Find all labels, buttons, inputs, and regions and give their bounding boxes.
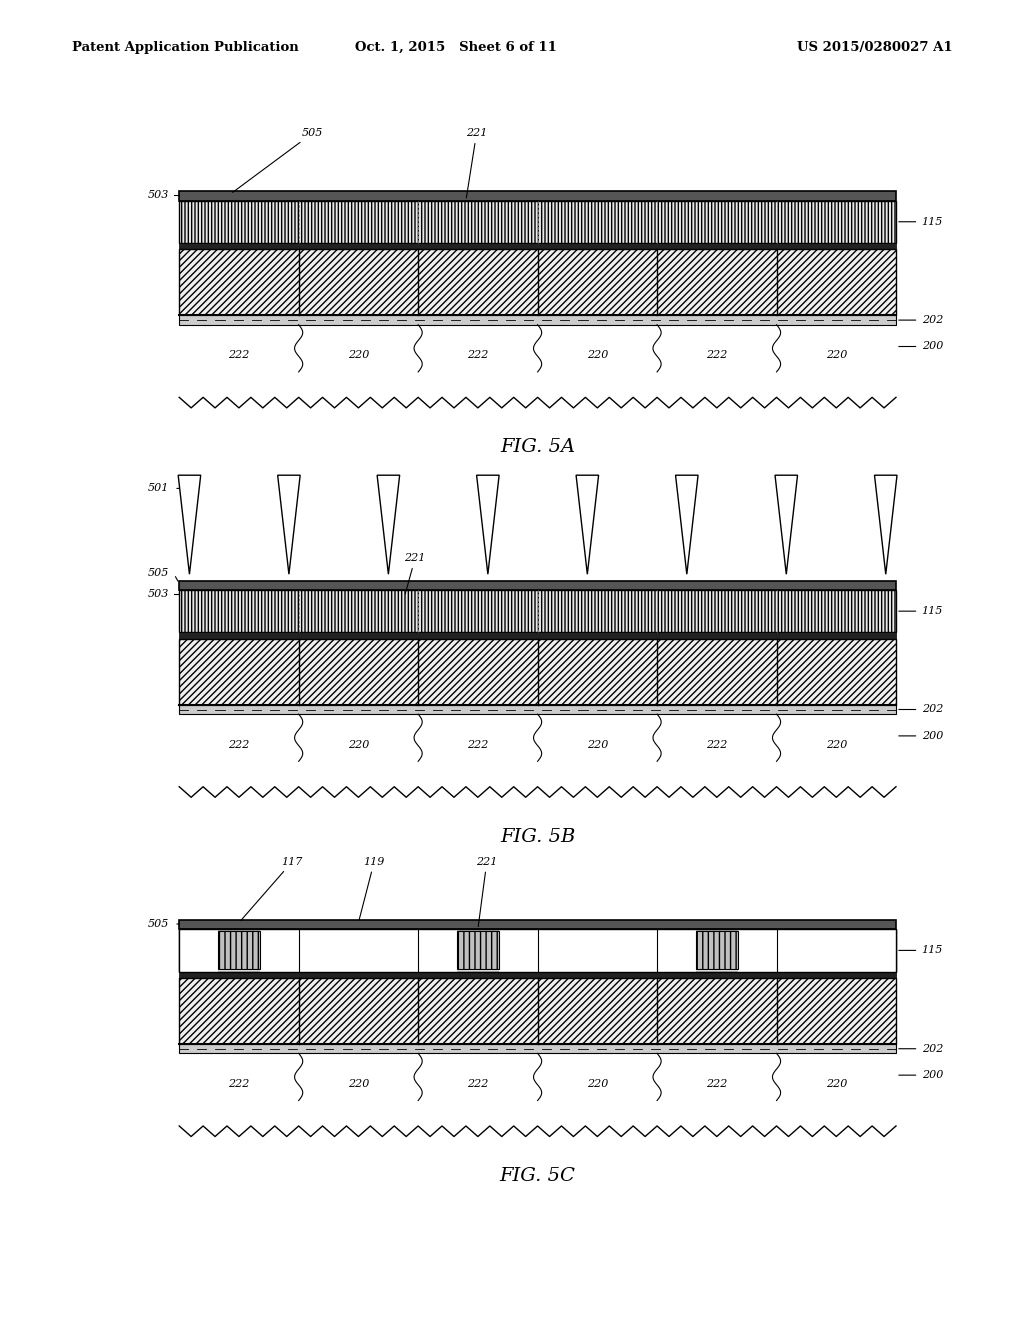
Text: 202: 202 — [922, 1044, 943, 1053]
Polygon shape — [377, 475, 399, 574]
Text: 200: 200 — [922, 1071, 943, 1080]
Text: 221: 221 — [476, 857, 498, 927]
Polygon shape — [178, 475, 201, 574]
Text: 221: 221 — [466, 128, 487, 198]
Text: 200: 200 — [922, 342, 943, 351]
Bar — [179, 581, 896, 590]
Bar — [418, 929, 457, 972]
Bar — [218, 932, 260, 969]
Bar — [179, 639, 896, 705]
Text: 222: 222 — [228, 739, 250, 750]
Text: 115: 115 — [922, 606, 943, 616]
Text: 220: 220 — [348, 350, 369, 360]
Text: US 2015/0280027 A1: US 2015/0280027 A1 — [797, 41, 952, 54]
Text: 222: 222 — [467, 739, 488, 750]
Text: 220: 220 — [825, 350, 847, 360]
Bar — [538, 929, 657, 972]
Polygon shape — [577, 475, 599, 574]
Bar — [457, 932, 499, 969]
Text: 202: 202 — [922, 705, 943, 714]
Text: Oct. 1, 2015   Sheet 6 of 11: Oct. 1, 2015 Sheet 6 of 11 — [354, 41, 557, 54]
Bar — [179, 201, 896, 243]
Bar — [179, 315, 896, 325]
Polygon shape — [676, 475, 698, 574]
Bar — [179, 972, 896, 978]
Text: 222: 222 — [707, 1078, 727, 1089]
Text: 222: 222 — [228, 350, 250, 360]
Text: 222: 222 — [228, 1078, 250, 1089]
Text: 200: 200 — [922, 731, 943, 741]
Bar — [696, 932, 737, 969]
Text: FIG. 5B: FIG. 5B — [500, 828, 575, 846]
Polygon shape — [775, 475, 798, 574]
Text: 220: 220 — [348, 739, 369, 750]
Bar — [179, 929, 218, 972]
Text: 220: 220 — [348, 1078, 369, 1089]
Text: 222: 222 — [467, 350, 488, 360]
Polygon shape — [874, 475, 897, 574]
Bar — [179, 1044, 896, 1053]
Bar — [179, 978, 896, 1044]
Bar — [260, 929, 299, 972]
Bar — [657, 929, 696, 972]
Text: 222: 222 — [707, 350, 727, 360]
Text: 501: 501 — [147, 483, 169, 494]
Bar — [179, 249, 896, 315]
Bar — [179, 705, 896, 714]
Text: FIG. 5C: FIG. 5C — [500, 1167, 575, 1185]
Text: 503: 503 — [147, 589, 169, 599]
Text: 115: 115 — [922, 945, 943, 956]
Text: FIG. 5A: FIG. 5A — [500, 438, 575, 457]
Text: 221: 221 — [404, 553, 426, 594]
Text: 222: 222 — [707, 739, 727, 750]
Bar — [299, 929, 418, 972]
Text: 503: 503 — [147, 190, 169, 201]
Bar — [179, 929, 896, 972]
Text: 220: 220 — [587, 739, 608, 750]
Bar — [179, 929, 896, 972]
Bar — [179, 920, 896, 929]
Bar — [179, 632, 896, 639]
Text: 220: 220 — [825, 1078, 847, 1089]
Text: 220: 220 — [587, 1078, 608, 1089]
Text: 202: 202 — [922, 315, 943, 325]
Bar — [179, 191, 896, 201]
Bar — [179, 243, 896, 249]
Bar — [776, 929, 896, 972]
Text: 119: 119 — [359, 857, 385, 920]
Bar — [737, 929, 776, 972]
Text: 222: 222 — [467, 1078, 488, 1089]
Text: 220: 220 — [825, 739, 847, 750]
Text: 505: 505 — [147, 919, 169, 929]
Polygon shape — [278, 475, 300, 574]
Bar — [179, 590, 896, 632]
Bar — [499, 929, 538, 972]
Text: 115: 115 — [922, 216, 943, 227]
Text: Patent Application Publication: Patent Application Publication — [72, 41, 298, 54]
Polygon shape — [476, 475, 499, 574]
Text: 505: 505 — [232, 128, 324, 193]
Text: 505: 505 — [147, 568, 169, 578]
Text: 117: 117 — [241, 857, 303, 920]
Text: 220: 220 — [587, 350, 608, 360]
